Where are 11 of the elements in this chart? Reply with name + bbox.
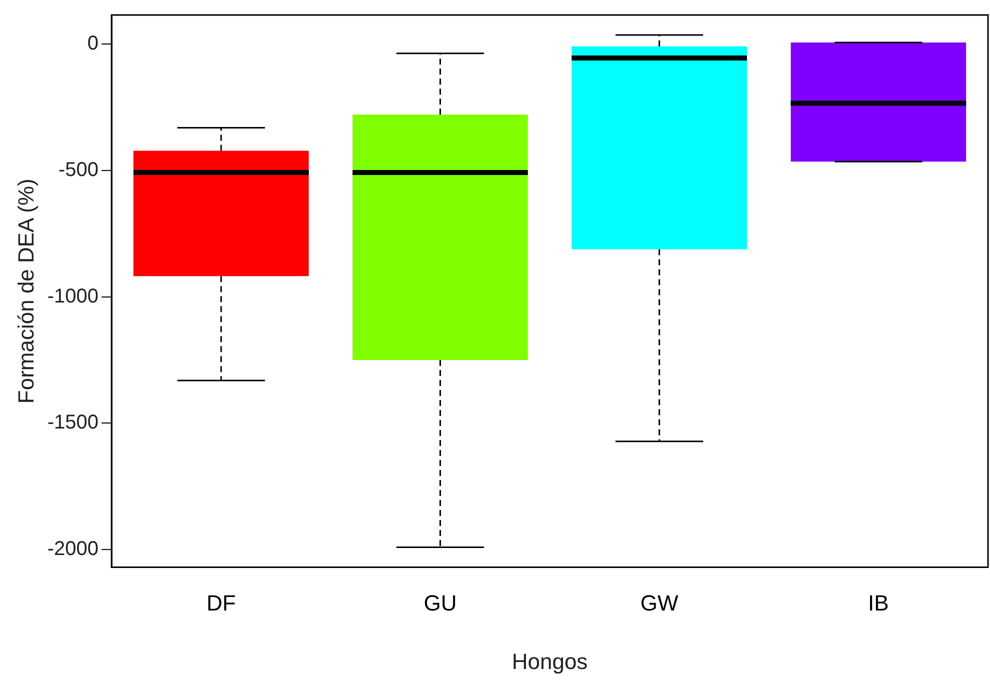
y-tick-label: -2000 [47, 538, 99, 560]
x-tick-label: DF [206, 590, 236, 616]
x-tick-label: GU [424, 590, 457, 616]
x-tick-label: GW [640, 590, 678, 616]
x-axis-title: Hongos [512, 648, 588, 674]
y-axis-title: Formación de DEA (%) [13, 178, 38, 404]
y-tick-label: -1500 [47, 412, 99, 434]
x-tick-label: IB [868, 590, 889, 616]
y-tick-label: -500 [58, 158, 99, 181]
y-tick-label: -1000 [47, 285, 99, 308]
y-tick-label: 0 [87, 32, 99, 55]
